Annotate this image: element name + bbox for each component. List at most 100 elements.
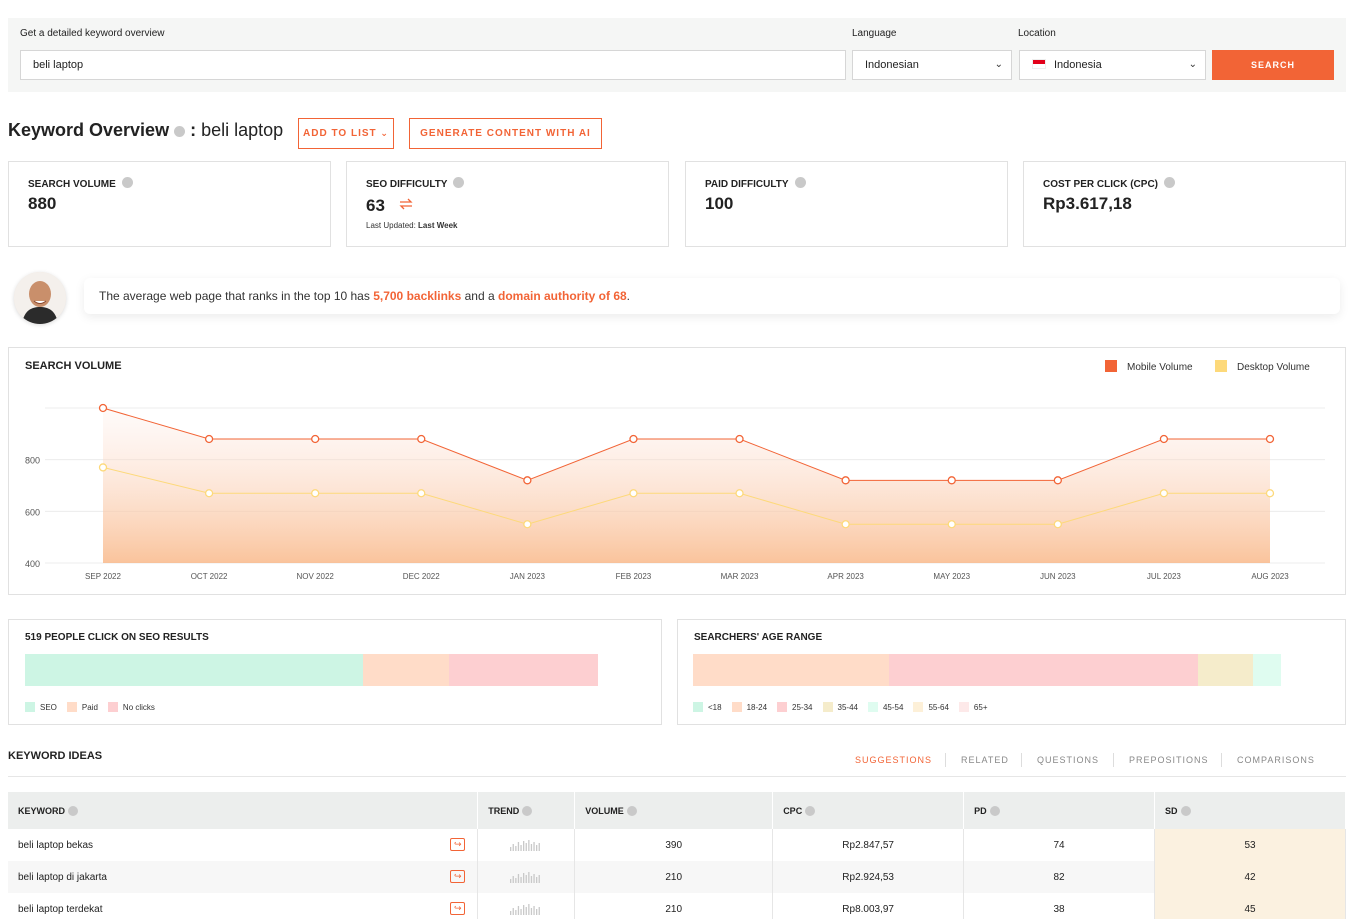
metric-label: PAID DIFFICULTY	[705, 179, 789, 190]
col-pd[interactable]: PD	[963, 792, 1156, 829]
age-title: SEARCHERS' AGE RANGE	[694, 632, 823, 643]
page-title: Keyword Overview : beli laptop	[8, 120, 283, 141]
metric-value: 100	[705, 194, 734, 213]
x-tick-label: AUG 2023	[1251, 572, 1289, 581]
legend-swatch	[1105, 360, 1117, 372]
pd-cell: 74	[963, 829, 1156, 861]
search-volume-card: SEARCH VOLUME 880	[8, 161, 331, 247]
legend-mobile[interactable]: Mobile Volume	[1105, 360, 1193, 373]
open-keyword-icon[interactable]: ↪	[450, 902, 466, 915]
help-icon[interactable]	[453, 177, 465, 188]
refresh-icon[interactable]	[398, 197, 414, 211]
tab-questions[interactable]: QUESTIONS	[1037, 755, 1100, 765]
legend-item: 55-64	[913, 702, 949, 712]
mobile-point	[98, 403, 108, 413]
search-button[interactable]: SEARCH	[1212, 50, 1334, 80]
trend-sparkline-icon	[510, 871, 541, 883]
legend-item: SEO	[25, 702, 57, 712]
open-keyword-icon[interactable]: ↪	[450, 870, 466, 883]
help-icon[interactable]	[121, 177, 133, 188]
backlinks-value: 5,700 backlinks	[373, 289, 462, 303]
keyword-ideas-title: KEYWORD IDEAS	[8, 750, 103, 762]
metric-value: 63	[366, 196, 385, 215]
cpc-cell: Rp2.847,57	[772, 829, 965, 861]
help-icon[interactable]	[794, 177, 806, 188]
clicks-legend: SEO Paid No clicks	[25, 702, 165, 712]
desktop-point	[204, 489, 214, 498]
chevron-down-icon: ⌄	[380, 128, 389, 138]
volume-cell: 390	[574, 829, 774, 861]
col-keyword[interactable]: KEYWORD	[8, 792, 479, 829]
desktop-point	[841, 520, 850, 529]
mobile-point	[947, 476, 956, 485]
search-volume-chart-panel: SEARCH VOLUME Mobile Volume Desktop Volu…	[8, 347, 1346, 595]
legend-item: Paid	[66, 702, 98, 712]
trend-sparkline-icon	[510, 903, 541, 915]
mobile-point	[1265, 434, 1275, 444]
age-legend: <18 18-24 25-34 35-44 45-54 55-64 65+	[693, 702, 998, 712]
page-title-text: Keyword Overview	[8, 120, 170, 140]
bar-segment	[25, 654, 364, 686]
keyword-cell[interactable]: beli laptop di jakarta	[18, 871, 107, 883]
open-keyword-icon[interactable]: ↪	[450, 838, 466, 851]
trend-cell	[477, 829, 576, 861]
tab-comparisons[interactable]: COMPARISONS	[1237, 755, 1315, 765]
y-tick-label: 400	[25, 559, 40, 569]
chevron-down-icon: ⌄	[1188, 59, 1197, 70]
help-icon[interactable]	[1164, 177, 1175, 188]
location-value: Indonesia	[1054, 59, 1102, 71]
col-cpc[interactable]: CPC	[772, 792, 965, 829]
table-row[interactable]: beli laptop terdekat ↪ 210 Rp8.003,97 38 …	[8, 893, 1346, 919]
title-keyword: beli laptop	[201, 120, 284, 140]
keyword-cell[interactable]: beli laptop terdekat	[18, 903, 103, 915]
location-label: Location	[1018, 28, 1056, 39]
help-icon	[989, 805, 1000, 816]
language-select[interactable]: Indonesian ⌄	[852, 50, 1012, 80]
domain-authority-value: domain authority of 68	[497, 289, 627, 303]
tab-related[interactable]: RELATED	[961, 755, 1009, 765]
col-volume[interactable]: VOLUME	[574, 792, 774, 829]
desktop-point	[947, 520, 956, 529]
cpc-cell: Rp2.924,53	[772, 861, 965, 893]
bar-segment	[1197, 654, 1254, 686]
desktop-point	[311, 489, 320, 498]
help-icon[interactable]	[174, 126, 186, 137]
mobile-point	[1053, 476, 1062, 485]
sd-cell: 53	[1154, 829, 1346, 861]
mobile-area	[103, 408, 1270, 563]
table-row[interactable]: beli laptop di jakarta ↪ 210 Rp2.924,53 8…	[8, 861, 1346, 893]
mobile-point	[311, 434, 320, 444]
keyword-cell[interactable]: beli laptop bekas	[18, 839, 94, 851]
tab-prepositions[interactable]: PREPOSITIONS	[1129, 755, 1209, 765]
help-icon	[522, 805, 533, 816]
volume-cell: 210	[574, 861, 774, 893]
search-volume-line-chart: 400 600 800 SEP 2022 OCT 2022 NOV 2022 DEC 202…	[25, 403, 1325, 581]
add-to-list-label: ADD TO LIST	[303, 128, 377, 139]
keyword-input[interactable]: beli laptop	[20, 50, 846, 80]
legend-desktop[interactable]: Desktop Volume	[1215, 360, 1310, 373]
paid-difficulty-card: PAID DIFFICULTY 100	[685, 161, 1008, 247]
generate-content-ai-button[interactable]: GENERATE CONTENT WITH AI	[409, 118, 602, 149]
location-select[interactable]: Indonesia ⌄	[1019, 50, 1206, 80]
col-trend[interactable]: TREND	[477, 792, 576, 829]
x-tick-label: SEP 2022	[85, 572, 121, 581]
mobile-point	[523, 476, 532, 485]
desktop-point	[417, 489, 426, 498]
volume-cell: 210	[574, 893, 774, 919]
trend-cell	[477, 861, 576, 893]
tab-suggestions[interactable]: SUGGESTIONS	[855, 755, 933, 765]
seo-difficulty-card: SEO DIFFICULTY 63 Last Updated: Last Wee…	[346, 161, 669, 247]
cpc-card: COST PER CLICK (CPC) Rp3.617,18	[1023, 161, 1346, 247]
help-icon	[68, 805, 78, 816]
x-tick-label: JUN 2023	[1040, 572, 1076, 581]
metric-label: SEO DIFFICULTY	[366, 179, 448, 190]
desktop-point	[1053, 520, 1062, 529]
help-icon	[1180, 805, 1191, 816]
desktop-point	[629, 489, 638, 498]
table-row[interactable]: beli laptop bekas ↪ 390 Rp2.847,57 74 53	[8, 829, 1346, 861]
col-sd[interactable]: SD	[1154, 792, 1346, 829]
add-to-list-button[interactable]: ADD TO LIST ⌄	[298, 118, 394, 149]
mobile-point	[417, 434, 426, 444]
bar-segment	[693, 654, 890, 686]
legend-item: <18	[693, 702, 722, 712]
